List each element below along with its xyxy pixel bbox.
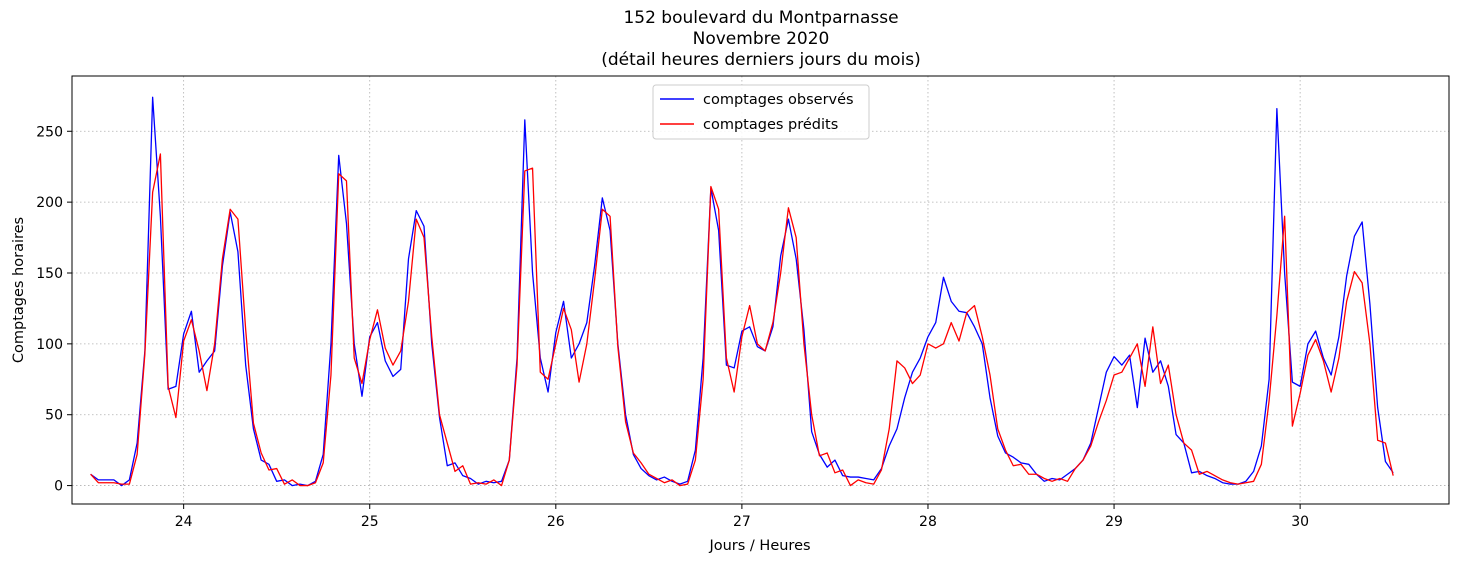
y-axis-label: Comptages horaires	[11, 217, 27, 363]
x-tick-label: 29	[1105, 514, 1123, 530]
x-tick-label: 27	[733, 514, 751, 530]
y-tick-label: 100	[36, 337, 63, 353]
x-tick-label: 28	[919, 514, 937, 530]
series-line-predicted	[90, 153, 1394, 487]
legend-label-observed: comptages observés	[703, 92, 854, 108]
title-line-1: 152 boulevard du Montparnasse	[623, 8, 899, 28]
y-tick-label: 0	[54, 479, 63, 495]
legend-box	[652, 84, 870, 140]
x-tick-label: 24	[175, 514, 193, 530]
y-tick-label: 250	[36, 124, 63, 140]
y-tick-label: 150	[36, 266, 63, 282]
y-axis: 0 50 100 150 200 250	[36, 124, 72, 495]
x-axis: 24 25 26 27 28 29 30	[175, 504, 1309, 530]
grid-lines	[72, 76, 1449, 504]
series-line-observed	[90, 96, 1394, 487]
plot-frame	[71, 75, 1450, 505]
y-tick-label: 200	[36, 195, 63, 211]
title-line-3: (détail heures derniers jours du mois)	[601, 50, 921, 70]
x-tick-label: 26	[547, 514, 565, 530]
legend: comptages observés comptages prédits	[652, 84, 870, 140]
y-tick-label: 50	[45, 408, 63, 424]
legend-label-predicted: comptages prédits	[703, 117, 838, 133]
x-tick-label: 30	[1291, 514, 1309, 530]
title-line-2: Novembre 2020	[692, 29, 830, 49]
x-tick-label: 25	[361, 514, 379, 530]
series-layer	[90, 96, 1394, 487]
x-axis-label: Jours / Heures	[708, 538, 810, 554]
chart-title: 152 boulevard du Montparnasse Novembre 2…	[72, 8, 1450, 71]
